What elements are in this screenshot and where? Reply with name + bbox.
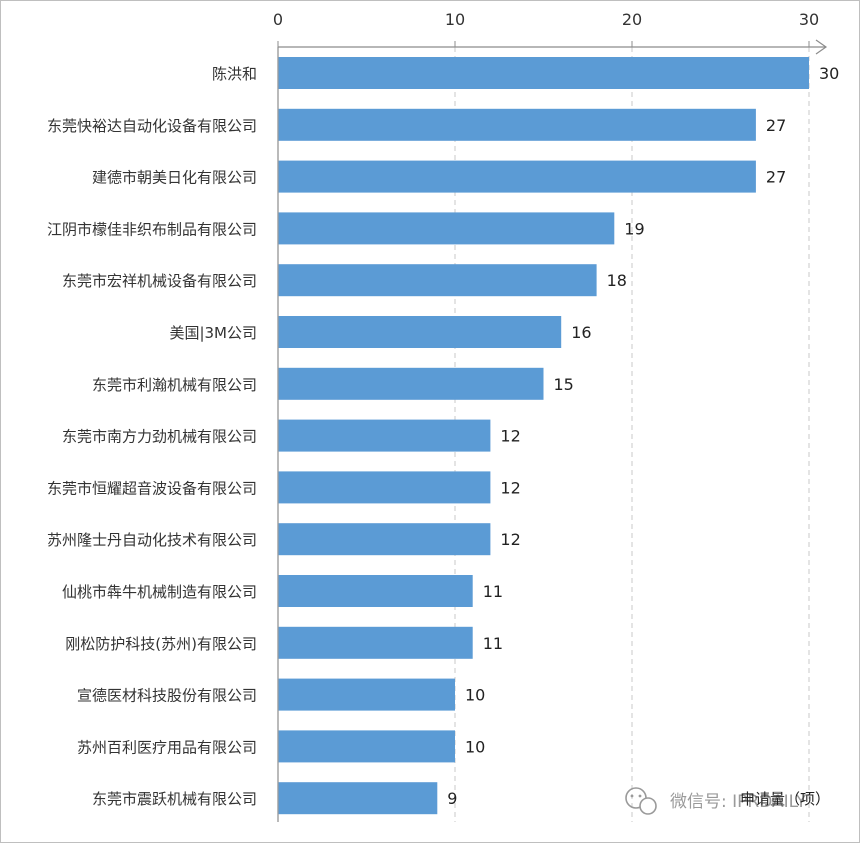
bar	[278, 264, 597, 297]
category-label: 东莞快裕达自动化设备有限公司	[47, 117, 257, 135]
x-tick-label: 0	[273, 10, 283, 29]
data-label: 11	[483, 582, 503, 601]
category-label: 陈洪和	[212, 65, 257, 83]
bar	[278, 108, 756, 141]
x-axis-title: 申请量（项）	[740, 790, 830, 808]
bar	[278, 419, 491, 452]
data-label: 10	[465, 737, 485, 756]
x-tick-labels: 0 10 20 30	[273, 10, 819, 29]
category-label: 东莞市震跃机械有限公司	[92, 790, 257, 808]
bar	[278, 523, 491, 556]
data-label: 16	[571, 323, 591, 342]
category-label: 刚松防护科技(苏州)有限公司	[65, 635, 257, 653]
category-label: 东莞市恒耀超音波设备有限公司	[47, 479, 257, 497]
category-label: 东莞市利瀚机械有限公司	[92, 376, 257, 394]
data-label: 19	[624, 219, 644, 238]
bar	[278, 782, 438, 815]
bar	[278, 575, 473, 607]
x-tick-label: 10	[445, 10, 465, 29]
wechat-icon	[625, 787, 657, 815]
data-labels: 30 27 27 19 18 16 15 12 12 12 11 11 10 10 9	[447, 64, 839, 808]
bar	[278, 730, 455, 763]
category-label: 江阴市檬佳非织布制品有限公司	[47, 220, 257, 238]
category-label: 苏州隆士丹自动化技术有限公司	[47, 531, 257, 549]
category-label: 仙桃市犇牛机械制造有限公司	[62, 583, 257, 601]
bar	[278, 57, 810, 89]
data-label: 27	[766, 116, 786, 135]
axes	[277, 39, 828, 822]
watermark-text: 微信号: IPRDAILY	[670, 792, 807, 812]
category-label: 东莞市南方力劲机械有限公司	[62, 428, 257, 446]
x-tick-label: 30	[799, 10, 819, 29]
watermark: 微信号: IPRDAILY	[625, 787, 807, 815]
data-label: 11	[483, 634, 503, 653]
x-tick-label: 20	[622, 10, 642, 29]
bar	[278, 678, 455, 711]
data-label: 30	[819, 64, 839, 83]
bar	[278, 316, 562, 348]
data-label: 15	[554, 375, 574, 394]
category-labels: 陈洪和东莞快裕达自动化设备有限公司建德市朝美日化有限公司江阴市檬佳非织布制品有限…	[47, 65, 257, 808]
data-label: 27	[766, 168, 786, 187]
bar	[278, 160, 756, 193]
data-label: 12	[500, 427, 520, 446]
bars	[278, 57, 810, 815]
bar	[278, 367, 544, 400]
category-label: 宣德医材科技股份有限公司	[77, 687, 257, 705]
x-axis-arrow	[815, 39, 828, 55]
data-label: 12	[500, 478, 520, 497]
bar	[278, 212, 615, 245]
data-label: 9	[447, 789, 457, 808]
bar	[278, 626, 473, 659]
data-label: 18	[607, 271, 627, 290]
data-label: 10	[465, 686, 485, 705]
category-label: 苏州百利医疗用品有限公司	[77, 738, 257, 756]
bar	[278, 471, 491, 504]
data-label: 12	[500, 530, 520, 549]
category-label: 东莞市宏祥机械设备有限公司	[62, 272, 257, 290]
category-label: 美国|3M公司	[169, 324, 257, 342]
category-label: 建德市朝美日化有限公司	[92, 169, 257, 187]
